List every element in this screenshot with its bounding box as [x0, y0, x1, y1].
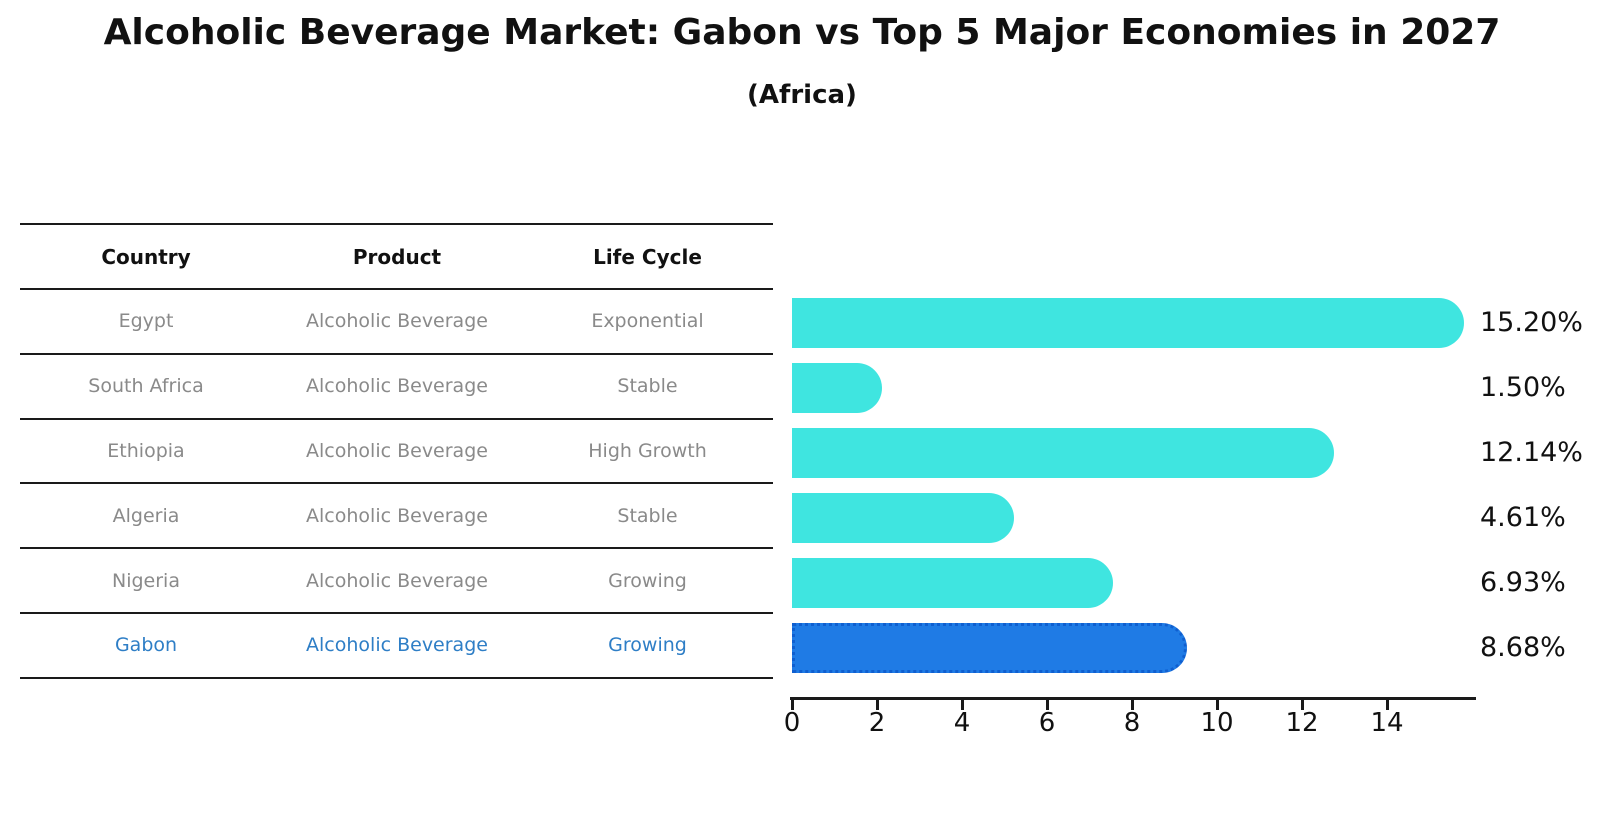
column-header: Product	[352, 244, 442, 269]
country-cell: South Africa	[88, 375, 204, 398]
product-cell: Alcoholic Beverage	[306, 439, 488, 462]
value-label: 15.20%	[1480, 307, 1583, 338]
product-cell: Alcoholic Beverage	[306, 504, 488, 527]
chart-title: Alcoholic Beverage Market: Gabon vs Top …	[103, 12, 1501, 53]
bar-highlight-gabon	[792, 623, 1187, 673]
x-tick-mark	[1215, 700, 1219, 710]
table-header-row: Country Product Life Cycle	[20, 225, 773, 290]
life-cycle-cell: High Growth	[588, 439, 707, 462]
x-tick-label: 6	[1038, 708, 1056, 738]
country-table: Country Product Life Cycle Egypt Alcoholic …	[20, 223, 773, 679]
x-tick-mark	[790, 700, 794, 710]
x-tick-label: 4	[953, 708, 971, 738]
value-label: 8.68%	[1480, 632, 1566, 663]
value-label: 6.93%	[1480, 567, 1566, 598]
life-cycle-cell: Exponential	[591, 310, 704, 333]
x-tick-mark	[1385, 700, 1389, 710]
country-cell: Algeria	[112, 504, 180, 527]
bar-ethiopia	[792, 428, 1334, 478]
x-tick-mark	[1130, 700, 1134, 710]
x-tick-mark	[1045, 700, 1049, 710]
bar-algeria	[792, 493, 1014, 543]
bar-nigeria	[792, 558, 1113, 608]
value-label: 12.14%	[1480, 437, 1583, 468]
product-cell: Alcoholic Beverage	[306, 634, 488, 657]
value-label: 1.50%	[1480, 372, 1566, 403]
bar-south-africa	[792, 363, 882, 413]
column-header: Country	[101, 244, 191, 269]
value-label: 4.61%	[1480, 502, 1566, 533]
country-cell: Nigeria	[112, 569, 180, 592]
x-axis	[790, 697, 1476, 700]
table-row: Gabon Alcoholic Beverage Growing	[20, 614, 773, 679]
life-cycle-cell: Growing	[608, 569, 687, 592]
table-body: Egypt Alcoholic Beverage Exponential South …	[20, 290, 773, 679]
table-row: Ethiopia Alcoholic Beverage High Growth	[20, 420, 773, 485]
x-tick-label: 2	[868, 708, 886, 738]
x-tick-label: 0	[783, 708, 801, 738]
country-cell: Ethiopia	[107, 439, 185, 462]
x-tick-mark	[960, 700, 964, 710]
table-row: Nigeria Alcoholic Beverage Growing	[20, 549, 773, 614]
product-cell: Alcoholic Beverage	[306, 375, 488, 398]
x-tick-label: 10	[1200, 708, 1234, 738]
x-tick-mark	[875, 700, 879, 710]
chart-subtitle: (Africa)	[747, 80, 857, 110]
x-tick-label: 8	[1123, 708, 1141, 738]
table-row: Algeria Alcoholic Beverage Stable	[20, 484, 773, 550]
product-cell: Alcoholic Beverage	[306, 310, 488, 333]
table-row: Egypt Alcoholic Beverage Exponential	[20, 290, 773, 355]
product-cell: Alcoholic Beverage	[306, 569, 488, 592]
x-tick-label: 12	[1285, 708, 1319, 738]
life-cycle-cell: Stable	[617, 375, 678, 398]
life-cycle-cell: Growing	[608, 634, 687, 657]
country-cell: Gabon	[114, 634, 178, 657]
bar-egypt	[792, 298, 1464, 348]
x-tick-mark	[1300, 700, 1304, 710]
country-cell: Egypt	[118, 310, 174, 333]
table-row: South Africa Alcoholic Beverage Stable	[20, 355, 773, 420]
x-tick-label: 14	[1370, 708, 1404, 738]
life-cycle-cell: Stable	[617, 504, 678, 527]
column-header: Life Cycle	[593, 244, 702, 269]
